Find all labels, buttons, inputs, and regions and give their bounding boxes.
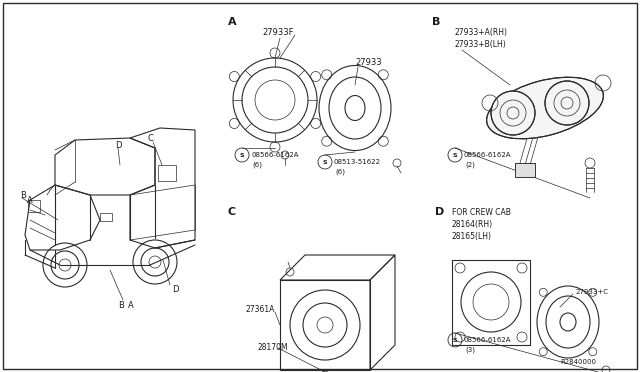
Text: R2840000: R2840000 — [560, 359, 596, 365]
Text: S: S — [452, 337, 458, 343]
Text: 27933+C: 27933+C — [576, 289, 609, 295]
Text: A: A — [128, 301, 134, 310]
Circle shape — [545, 81, 589, 125]
Bar — [280, 280, 370, 370]
Bar — [452, 260, 530, 345]
Text: 08566-6162A: 08566-6162A — [464, 152, 511, 158]
Text: (6): (6) — [252, 162, 262, 168]
Text: A: A — [27, 196, 33, 205]
Text: C: C — [148, 134, 154, 142]
Ellipse shape — [486, 77, 604, 139]
Bar — [515, 163, 535, 177]
Text: 08513-51622: 08513-51622 — [334, 159, 381, 165]
Bar — [515, 163, 535, 177]
Text: 08566-6162A: 08566-6162A — [464, 337, 511, 343]
Circle shape — [491, 91, 535, 135]
Text: (6): (6) — [335, 169, 345, 175]
Text: (2): (2) — [465, 162, 475, 168]
Text: S: S — [323, 160, 327, 164]
Text: FOR CREW CAB: FOR CREW CAB — [452, 208, 511, 217]
Text: B: B — [20, 190, 26, 199]
Text: A: A — [228, 17, 237, 27]
Text: D: D — [435, 207, 444, 217]
Text: 28170M: 28170M — [258, 343, 289, 353]
Bar — [28, 200, 40, 212]
Text: C: C — [228, 207, 236, 217]
Bar — [100, 213, 112, 221]
Text: 27933+A(RH): 27933+A(RH) — [455, 28, 508, 36]
Text: 27933+B(LH): 27933+B(LH) — [455, 39, 507, 48]
Text: S: S — [240, 153, 244, 157]
Text: 27933F: 27933F — [262, 28, 294, 36]
Text: 27933: 27933 — [355, 58, 381, 67]
Text: B: B — [432, 17, 440, 27]
Text: D: D — [172, 285, 179, 295]
Text: S: S — [452, 153, 458, 157]
Text: 28164(RH): 28164(RH) — [452, 219, 493, 228]
Text: (3): (3) — [465, 347, 475, 353]
Text: B: B — [118, 301, 124, 310]
Bar — [158, 165, 176, 181]
Text: D: D — [115, 141, 122, 150]
Text: 28165(LH): 28165(LH) — [452, 231, 492, 241]
Text: 08566-6162A: 08566-6162A — [251, 152, 298, 158]
Text: 27361A: 27361A — [245, 305, 275, 314]
